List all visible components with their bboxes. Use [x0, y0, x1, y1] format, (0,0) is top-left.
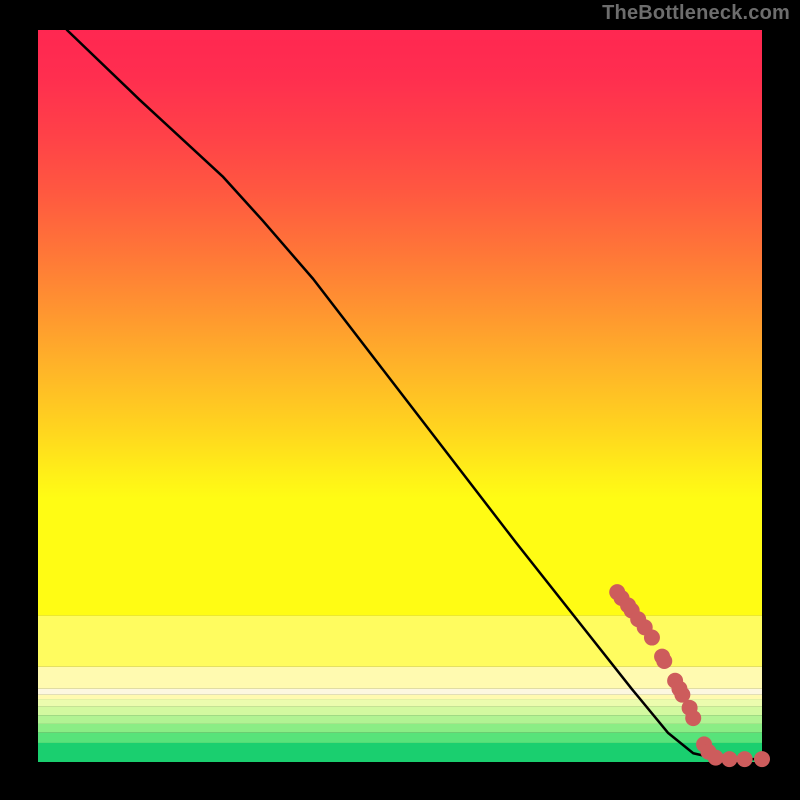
bottleneck-chart: TheBottleneck.com	[0, 0, 800, 800]
watermark-text: TheBottleneck.com	[602, 2, 790, 25]
data-point	[656, 653, 672, 669]
plot-background	[38, 30, 762, 616]
data-point	[644, 630, 660, 646]
data-point	[721, 751, 737, 767]
data-point	[737, 751, 753, 767]
data-point	[754, 751, 770, 767]
chart-svg	[0, 0, 800, 800]
data-point	[708, 750, 724, 766]
data-point	[685, 710, 701, 726]
